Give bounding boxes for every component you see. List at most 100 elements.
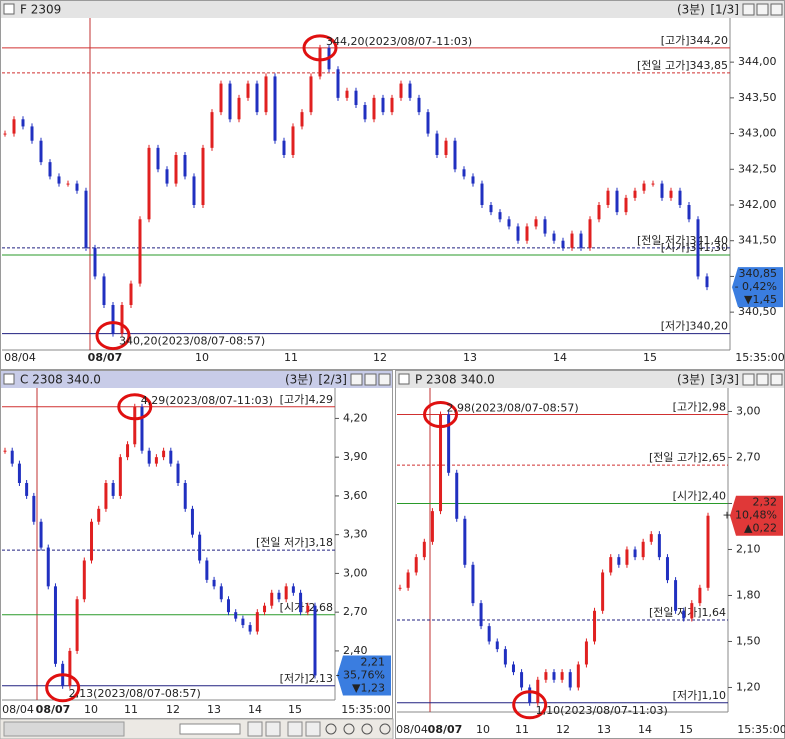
candle <box>309 76 313 113</box>
x-tick-label: 08/07 <box>88 351 123 364</box>
candle <box>487 626 491 642</box>
highlight-circle <box>423 401 459 429</box>
candle <box>649 534 653 542</box>
candle <box>10 450 14 464</box>
panel-icon <box>3 3 15 15</box>
y-tick-label: 3,00 <box>736 404 761 417</box>
window-button[interactable] <box>742 373 755 386</box>
reference-label: [저가]2,13 <box>280 672 333 685</box>
window-button[interactable] <box>756 3 769 16</box>
x-tick-label: 12 <box>166 703 180 716</box>
window-button[interactable] <box>742 3 755 16</box>
candle <box>597 205 601 220</box>
candle <box>669 190 673 198</box>
price-box-text: 2,21 <box>361 655 386 668</box>
candle <box>291 126 295 155</box>
y-tick-label: 2,70 <box>736 450 761 463</box>
page-label: [1/3] <box>710 3 739 17</box>
candle <box>120 305 124 334</box>
price-box <box>337 655 391 696</box>
price-box <box>730 495 783 536</box>
window-button[interactable] <box>770 3 783 16</box>
candle <box>39 140 43 163</box>
window-button[interactable] <box>364 373 377 386</box>
candle <box>147 450 151 464</box>
candle <box>3 133 7 135</box>
candle <box>201 147 205 205</box>
candle <box>32 495 36 522</box>
y-tick-label: 3,30 <box>343 528 368 541</box>
candle <box>544 672 548 680</box>
candle <box>471 176 475 184</box>
candle <box>642 183 646 191</box>
window-button[interactable] <box>350 373 363 386</box>
candle <box>57 176 61 184</box>
candle <box>212 579 216 587</box>
candle <box>534 219 538 227</box>
candle <box>237 97 241 120</box>
candle <box>576 664 580 688</box>
title-bar <box>1 371 392 388</box>
x-tick-label: 08/04 <box>4 351 36 364</box>
candle <box>165 169 169 184</box>
y-tick-label: 3,00 <box>343 566 368 579</box>
candle <box>480 183 484 205</box>
candle <box>219 586 223 600</box>
reference-label: [전일 고가]343,85 <box>637 58 728 72</box>
x-tick-label: 15:35:00 <box>737 723 785 736</box>
x-tick-label: 08/07 <box>36 703 71 716</box>
panel-title: C 2308 340.0 <box>20 373 101 387</box>
candle <box>570 233 574 248</box>
price-box-text: ▼1,23 <box>352 681 385 694</box>
candle <box>552 233 556 241</box>
low-note: 1,10(2023/08/07-11:03) <box>536 704 668 717</box>
candle <box>430 511 434 542</box>
candle <box>674 580 678 611</box>
candle <box>390 97 394 113</box>
price-box-text: ▲0,22 <box>744 522 777 535</box>
candle <box>228 83 232 120</box>
candle <box>422 541 426 558</box>
low-note: 340,20(2023/08/07-08:57) <box>119 335 265 348</box>
reference-label: [시가]341,30 <box>661 241 728 254</box>
candle <box>277 592 281 600</box>
reference-label: [전일 저가]341,40 <box>637 233 728 247</box>
window-button[interactable] <box>378 373 391 386</box>
candle <box>624 197 628 213</box>
x-tick-label: 14 <box>553 351 567 364</box>
candle <box>520 672 524 688</box>
candle <box>682 610 686 619</box>
candle <box>25 483 29 496</box>
x-tick-label: 11 <box>284 351 298 364</box>
candle <box>633 190 637 198</box>
y-tick-label: 4,20 <box>343 411 368 424</box>
candle <box>255 83 259 113</box>
candle <box>234 612 238 619</box>
candle <box>687 205 691 220</box>
candle <box>678 190 682 205</box>
candle <box>306 605 310 613</box>
price-box-text: + 10,48% <box>722 509 777 522</box>
x-tick-label: 11 <box>124 703 138 716</box>
candle <box>406 572 410 588</box>
candle <box>183 483 187 509</box>
candle <box>82 560 86 600</box>
x-tick-label: 08/04 <box>2 703 34 716</box>
window-button[interactable] <box>770 373 783 386</box>
candle <box>336 69 340 98</box>
panel-title: F 2309 <box>20 3 61 17</box>
candle <box>657 534 661 558</box>
candle <box>176 463 180 483</box>
candle <box>68 650 72 686</box>
candle <box>435 133 439 155</box>
candle <box>313 605 317 676</box>
window-button[interactable] <box>756 373 769 386</box>
y-tick-label: 343,00 <box>738 127 777 140</box>
candle <box>417 97 421 113</box>
candle <box>706 515 710 588</box>
y-tick-label: 342,50 <box>738 162 777 175</box>
candle <box>705 276 709 288</box>
reference-label: [고가]344,20 <box>661 34 728 47</box>
candle <box>90 521 94 561</box>
scroll-toolbar[interactable] <box>0 718 394 739</box>
